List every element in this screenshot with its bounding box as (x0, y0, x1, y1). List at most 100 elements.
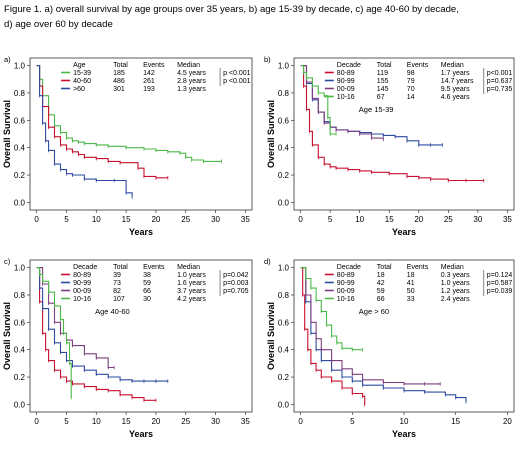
survival-curve-1016 (36, 267, 72, 398)
x-tick-label: 20 (151, 215, 160, 224)
legend-header: Events (143, 264, 165, 271)
x-tick-label: 0 (298, 215, 303, 224)
x-tick-label: 10 (92, 417, 101, 426)
figure-caption: Figure 1. a) overall survival by age gro… (4, 2, 516, 32)
y-axis-label: Overall Survival (2, 302, 12, 370)
legend-total: 301 (113, 86, 125, 93)
x-tick-label: 35 (241, 417, 250, 426)
x-tick-label: 30 (473, 215, 482, 224)
p-value: p=0.735 (487, 86, 513, 93)
legend-events: 261 (143, 78, 155, 85)
x-axis-label: Years (129, 429, 153, 439)
legend-series-name: 10-16 (337, 94, 355, 101)
legend-header: Median (177, 62, 200, 69)
legend-total: 155 (377, 78, 389, 85)
p-value: p=0.042 (223, 272, 249, 279)
y-tick-label: 1.0 (278, 62, 290, 71)
legend-series-name: >60 (73, 86, 85, 93)
x-tick-label: 0 (34, 215, 39, 224)
legend-header: Decade (337, 264, 361, 271)
x-tick-label: 10 (400, 417, 409, 426)
legend-series-name: 00-09 (337, 86, 355, 93)
legend-median: 3.7 years (177, 288, 206, 295)
legend-total: 18 (377, 272, 385, 279)
legend-header: Decade (337, 62, 361, 69)
legend-median: 14.7 years (441, 78, 474, 85)
legend-events: 33 (407, 296, 415, 303)
legend-header: Age (73, 62, 86, 69)
legend-events: 193 (143, 86, 155, 93)
plot-frame (293, 57, 515, 211)
panel-label: c) (4, 257, 11, 266)
legend-events: 41 (407, 280, 415, 287)
legend-series-name: 40-60 (73, 78, 91, 85)
y-tick-label: 0.8 (278, 291, 290, 300)
x-tick-label: 10 (92, 215, 101, 224)
legend-header: Median (441, 264, 464, 271)
chart-panel-c: c) 0 5 10 15 20 25 30 35 0.0 0.2 0.4 0.6 0.8 1.0 Years O… (2, 257, 253, 439)
panel-label: a) (4, 55, 11, 64)
y-tick-label: 0.8 (14, 291, 26, 300)
x-tick-label: 0 (34, 417, 39, 426)
legend-total: 145 (377, 86, 389, 93)
legend-header: Decade (73, 264, 97, 271)
x-tick-label: 25 (181, 417, 190, 426)
legend-median: 4.2 years (177, 296, 206, 303)
y-tick-label: 1.0 (278, 264, 290, 273)
y-tick-label: 1.0 (14, 62, 26, 71)
y-tick-label: 0.0 (14, 198, 26, 207)
y-tick-label: 0.4 (278, 144, 290, 153)
legend-events: 18 (407, 272, 415, 279)
x-tick-label: 30 (211, 215, 220, 224)
x-tick-label: 15 (385, 215, 394, 224)
legend-events: 38 (143, 272, 151, 279)
legend-series-name: 00-09 (337, 288, 355, 295)
survival-curve-9099 (36, 267, 168, 382)
chart-panel-b: b) 0 5 10 15 20 25 30 35 0.0 0.2 0.4 0.6 0.8 1.0 Years O… (264, 55, 515, 237)
x-tick-label: 30 (211, 417, 220, 426)
y-tick-label: 0.6 (14, 116, 26, 125)
legend-median: 1.3 years (177, 86, 206, 93)
survival-curve-8089 (300, 267, 366, 405)
chart-panel-a: a) 0 5 10 15 20 25 30 35 0.0 0.2 0.4 0.6 0.8 1.0 Years O… (2, 55, 253, 237)
y-tick-label: 0.2 (14, 373, 26, 382)
x-tick-label: 20 (503, 417, 512, 426)
legend-header: Total (377, 62, 392, 69)
x-tick-label: 15 (122, 417, 131, 426)
x-tick-label: 5 (64, 417, 69, 426)
legend-series-name: 90-99 (337, 78, 355, 85)
legend-median: 1.7 years (441, 70, 470, 77)
y-tick-label: 0.8 (278, 89, 290, 98)
y-tick-label: 0.8 (14, 89, 26, 98)
legend-series-name: 80-89 (337, 272, 355, 279)
legend-total: 66 (377, 296, 385, 303)
legend-total: 107 (113, 296, 125, 303)
x-tick-label: 0 (298, 417, 303, 426)
legend-header: Total (377, 264, 392, 271)
panel-label: b) (264, 55, 271, 64)
legend-series-name: 15-39 (73, 70, 91, 77)
x-tick-label: 25 (444, 215, 453, 224)
legend-median: 1.2 years (441, 288, 470, 295)
x-tick-label: 35 (241, 215, 250, 224)
chart-subtitle: Age 15-39 (359, 105, 394, 114)
legend-total: 39 (113, 272, 121, 279)
p-value: p=0.124 (487, 272, 513, 279)
legend-total: 67 (377, 94, 385, 101)
legend-total: 185 (113, 70, 125, 77)
legend-series-name: 90-99 (337, 280, 355, 287)
legend-total: 73 (113, 280, 121, 287)
legend-events: 66 (143, 288, 151, 295)
x-tick-label: 20 (151, 417, 160, 426)
x-tick-label: 15 (451, 417, 460, 426)
y-tick-label: 0.4 (14, 346, 26, 355)
x-tick-label: 25 (181, 215, 190, 224)
legend-total: 42 (377, 280, 385, 287)
x-tick-label: 10 (355, 215, 364, 224)
legend-header: Events (143, 62, 165, 69)
x-tick-label: 35 (503, 215, 512, 224)
legend-median: 1.6 years (177, 280, 206, 287)
caption-line-1: Figure 1. a) overall survival by age gro… (4, 4, 459, 15)
legend-events: 30 (143, 296, 151, 303)
legend-header: Median (177, 264, 200, 271)
